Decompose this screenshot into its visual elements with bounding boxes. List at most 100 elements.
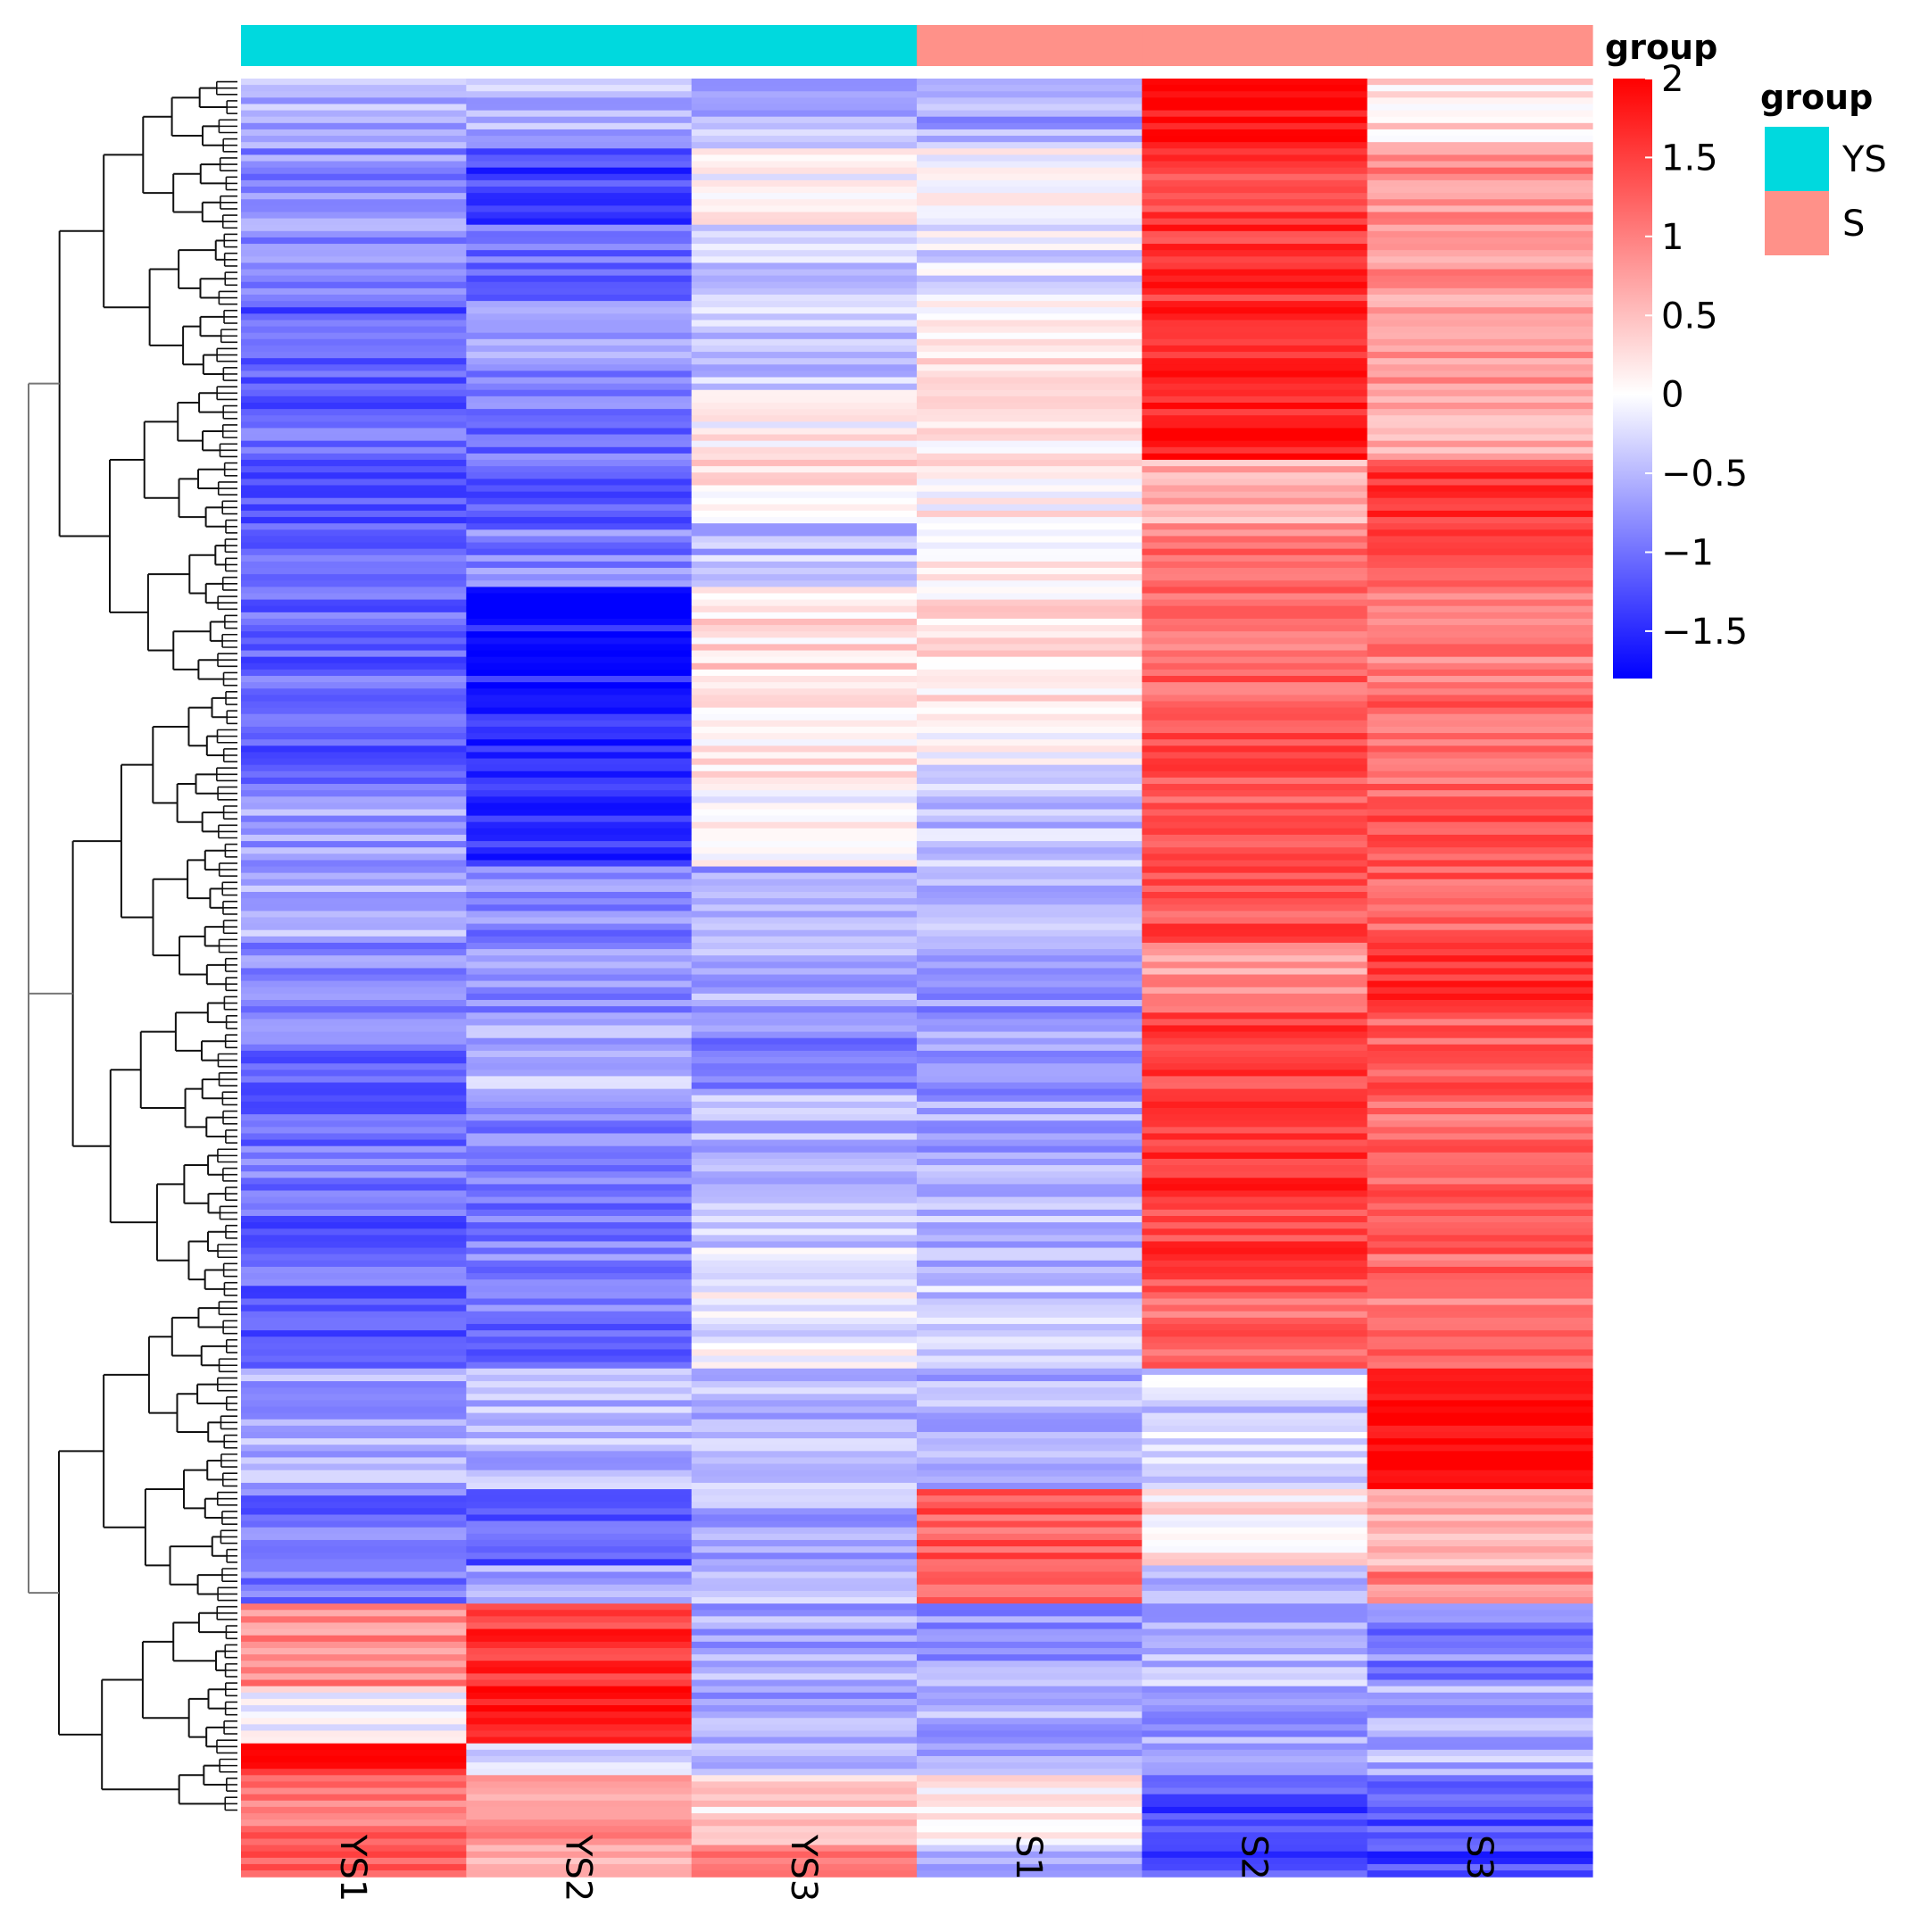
heatmap-cell — [241, 656, 467, 664]
heatmap-cell — [917, 440, 1143, 448]
heatmap-cell — [466, 955, 693, 962]
heatmap-cell — [1367, 1139, 1593, 1147]
heatmap-cell — [241, 256, 467, 263]
heatmap-cell — [917, 230, 1143, 238]
heatmap-cell — [1142, 1006, 1368, 1013]
heatmap-cell — [917, 485, 1143, 493]
heatmap-cell — [241, 364, 467, 371]
heatmap-cell — [241, 1063, 467, 1070]
heatmap-cell — [1367, 1260, 1593, 1268]
heatmap-cell — [691, 161, 918, 169]
heatmap-cell — [241, 1127, 467, 1135]
heatmap-cell — [1142, 745, 1368, 754]
heatmap-cell — [1142, 1209, 1368, 1217]
heatmap-cell — [466, 1368, 693, 1376]
heatmap-cell — [1367, 625, 1593, 632]
heatmap-cell — [691, 1476, 918, 1484]
heatmap-cell — [241, 1196, 467, 1204]
heatmap-cell — [466, 1431, 693, 1439]
heatmap-cell — [466, 1323, 693, 1331]
heatmap-cell — [466, 676, 693, 683]
heatmap-cell — [1142, 1241, 1368, 1249]
heatmap-cell — [1367, 1762, 1593, 1770]
heatmap-cell — [917, 542, 1143, 550]
heatmap-cell — [1367, 104, 1593, 112]
heatmap-cell — [691, 1266, 918, 1274]
heatmap-cell — [1142, 491, 1368, 499]
heatmap-cell — [466, 504, 693, 512]
heatmap-cell — [691, 1317, 918, 1325]
heatmap-cell — [466, 326, 693, 334]
heatmap-cell — [691, 85, 918, 92]
heatmap-cell — [1142, 1495, 1368, 1503]
heatmap-cell — [1142, 962, 1368, 970]
heatmap-cell — [466, 97, 693, 105]
heatmap-cell — [1142, 1838, 1368, 1846]
heatmap-cell — [241, 1304, 467, 1312]
heatmap-cell — [1142, 389, 1368, 397]
heatmap-cell — [1367, 809, 1593, 817]
heatmap-cell — [1142, 466, 1368, 473]
heatmap-cell — [1142, 574, 1368, 581]
heatmap-cell — [1142, 923, 1368, 931]
heatmap-cell — [466, 173, 693, 181]
heatmap-cell — [691, 1273, 918, 1280]
heatmap-cell — [1367, 287, 1593, 296]
heatmap-cell — [917, 834, 1143, 842]
heatmap-cell — [1367, 1857, 1593, 1865]
heatmap-cell — [241, 1736, 467, 1745]
heatmap-cell — [691, 1253, 918, 1262]
heatmap-cell — [466, 650, 693, 658]
heatmap-cell — [691, 460, 918, 467]
heatmap-cell — [1367, 173, 1593, 181]
heatmap-cell — [466, 872, 693, 880]
heatmap-cell — [466, 186, 693, 194]
heatmap-cell — [241, 1489, 467, 1496]
heatmap-cell — [241, 129, 467, 137]
heatmap-cell — [466, 1762, 693, 1770]
heatmap-cell — [917, 1215, 1143, 1223]
heatmap-cell — [466, 364, 693, 371]
heatmap-cell — [1367, 612, 1593, 620]
heatmap-cell — [691, 618, 918, 626]
heatmap-cell — [1367, 218, 1593, 226]
heatmap-cell — [917, 1349, 1143, 1357]
heatmap-cell — [241, 1692, 467, 1700]
heatmap-cell — [691, 237, 918, 245]
heatmap-cell — [241, 1527, 467, 1535]
heatmap-cell — [466, 136, 693, 143]
heatmap-cell — [1142, 1273, 1368, 1280]
heatmap-cell — [1367, 676, 1593, 683]
heatmap-cell — [1367, 1152, 1593, 1160]
heatmap-cell — [466, 1457, 693, 1465]
heatmap-cell — [466, 497, 693, 505]
heatmap-cell — [466, 713, 693, 721]
heatmap-cell — [241, 1870, 467, 1878]
heatmap-cell — [466, 815, 693, 823]
heatmap-cell — [691, 1438, 918, 1445]
heatmap-cell — [466, 294, 693, 302]
heatmap-cell — [691, 923, 918, 931]
heatmap-cell — [917, 269, 1143, 277]
heatmap-cell — [1367, 726, 1593, 734]
heatmap-cell — [1142, 1311, 1368, 1319]
heatmap-cell — [1367, 148, 1593, 156]
heatmap-cell — [1142, 212, 1368, 220]
heatmap-cell — [1142, 866, 1368, 874]
heatmap-cell — [466, 1114, 693, 1121]
heatmap-cell — [691, 1470, 918, 1478]
heatmap-cell — [466, 1520, 693, 1528]
heatmap-cell — [241, 1425, 467, 1433]
heatmap-cell — [1142, 752, 1368, 760]
heatmap-cell — [466, 1215, 693, 1223]
heatmap-cell — [466, 625, 693, 632]
heatmap-cell — [917, 1514, 1143, 1522]
row-dendrogram — [28, 80, 237, 1811]
heatmap-cell — [917, 1222, 1143, 1229]
heatmap-cell — [691, 1495, 918, 1503]
heatmap-cell — [1142, 262, 1368, 271]
heatmap-cell — [917, 154, 1143, 162]
heatmap-cell — [466, 1686, 693, 1694]
heatmap-cell — [691, 815, 918, 823]
heatmap-cell — [466, 1539, 693, 1547]
